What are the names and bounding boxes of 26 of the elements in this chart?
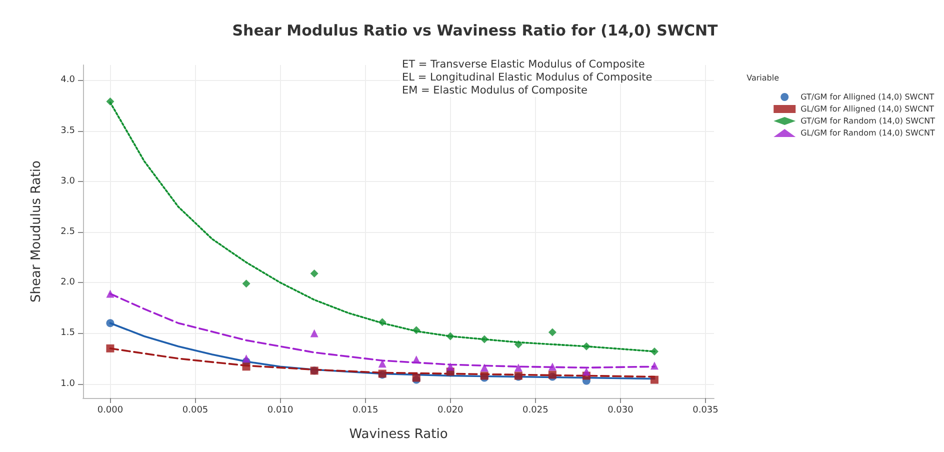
y-tick-label: 1.5 — [60, 328, 75, 338]
x-tick-label: 0.010 — [267, 406, 294, 416]
x-tick-label: 0.025 — [522, 406, 548, 416]
x-tick-label: 0.035 — [692, 406, 718, 416]
y-tick-label: 2.5 — [60, 227, 75, 238]
y-tick-label: 2.0 — [60, 278, 76, 288]
legend-title: Variable — [746, 74, 780, 82]
x-tick-label: 0.005 — [182, 406, 208, 416]
legend-label: GT/GM for Alligned (14,0) SWCNT — [800, 92, 934, 102]
y-axis-title: Shear Moudulus Ratio — [29, 160, 44, 302]
legend-label: GL/GM for Random (14,0) SWCNT — [800, 128, 935, 138]
x-axis-title: Waviness Ratio — [349, 427, 448, 442]
x-tick-label: 0.000 — [97, 406, 124, 416]
annotation: EL = Longitudinal Elastic Modulus of Composite — [402, 72, 652, 84]
y-tick-label: 3.0 — [60, 176, 76, 186]
chart-title: Shear Modulus Ratio vs Waviness Ratio for (14,0) SWCNT — [232, 22, 719, 40]
x-tick-label: 0.015 — [352, 406, 378, 416]
x-tick-label: 0.030 — [608, 406, 634, 416]
x-tick-label: 0.020 — [437, 406, 464, 416]
annotation: EM = Elastic Modulus of Composite — [402, 84, 588, 96]
legend-label: GT/GM for Random (14,0) SWCNT — [800, 116, 936, 126]
annotation: ET = Transverse Elastic Modulus of Composite — [402, 58, 645, 70]
y-tick-label: 3.5 — [60, 126, 75, 136]
legend-label: GL/GM for Alligned (14,0) SWCNT — [800, 104, 934, 114]
y-tick-label: 1.0 — [60, 378, 76, 389]
y-tick-label: 4.0 — [60, 75, 76, 86]
